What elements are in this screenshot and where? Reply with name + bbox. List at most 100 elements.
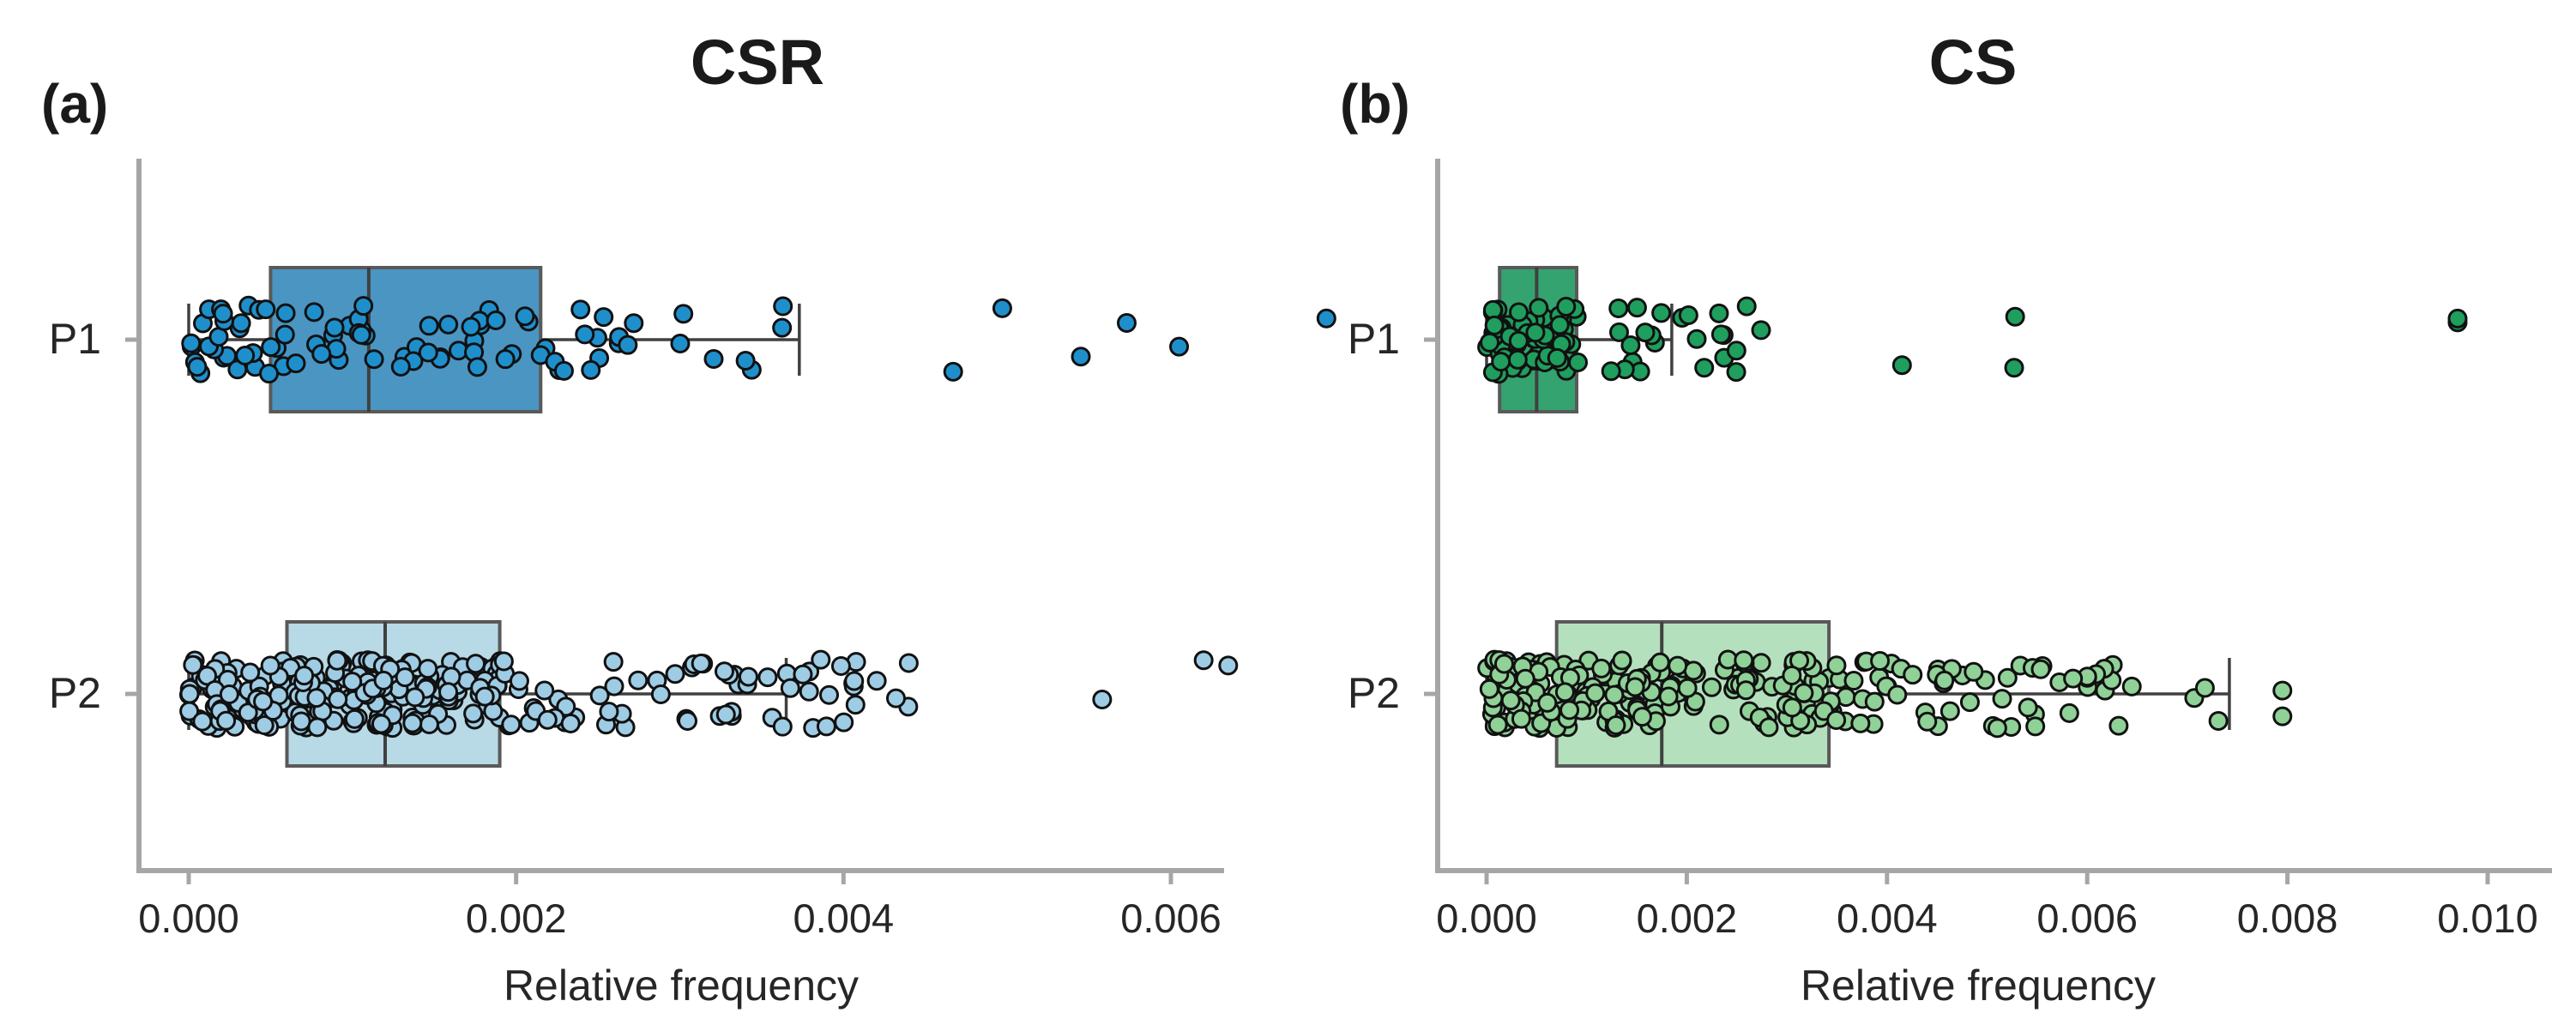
xtick-label-a-3: 0.006 — [1120, 895, 1222, 941]
data-point — [759, 669, 776, 686]
data-point — [276, 326, 293, 343]
data-point — [255, 693, 272, 710]
data-point — [468, 655, 485, 672]
data-point — [1735, 652, 1753, 669]
data-point — [261, 365, 278, 383]
xtick-label-b-4: 0.008 — [2237, 895, 2338, 941]
data-point — [1760, 719, 1777, 736]
data-point — [595, 309, 612, 326]
data-point — [1688, 330, 1705, 347]
data-point — [1527, 324, 1544, 341]
series-p2-b — [1479, 622, 2291, 766]
data-point — [1651, 654, 1668, 671]
data-point — [495, 653, 512, 670]
data-point — [900, 654, 917, 672]
data-point — [2210, 712, 2227, 729]
data-point — [1628, 299, 1645, 317]
data-point — [562, 714, 579, 732]
outlier-point — [1195, 652, 1212, 669]
data-point — [1622, 336, 1639, 353]
figure: (a) CSR P1 P2 0.000 0.002 0.004 0.006 Relat… — [0, 0, 2576, 1025]
data-point — [2196, 679, 2213, 696]
data-point — [1614, 652, 1631, 669]
data-point — [1608, 717, 1625, 734]
data-point — [1510, 332, 1527, 349]
data-point — [1602, 363, 1620, 380]
data-point — [536, 682, 553, 699]
data-point — [630, 672, 647, 689]
data-point — [1728, 364, 1745, 381]
data-point — [652, 685, 669, 702]
xtick-label-a-2: 0.004 — [793, 895, 895, 941]
data-point — [232, 315, 250, 332]
xtick-label-b-3: 0.006 — [2036, 895, 2138, 941]
data-point — [1502, 692, 1519, 709]
data-point — [1493, 353, 1510, 371]
outlier-point — [1118, 314, 1135, 331]
data-point — [1653, 304, 1670, 322]
data-point — [220, 686, 238, 703]
data-point — [375, 672, 392, 689]
data-point — [487, 312, 504, 329]
data-point — [847, 696, 864, 714]
data-point — [1728, 342, 1745, 359]
data-point — [497, 351, 514, 368]
data-point — [1587, 684, 1604, 702]
data-point — [1669, 657, 1686, 674]
data-point — [606, 678, 623, 695]
outlier-point — [1220, 657, 1237, 674]
data-point — [353, 326, 370, 343]
x-ticks-a: 0.000 0.002 0.004 0.006 — [138, 871, 1222, 941]
data-point — [194, 713, 211, 730]
data-point — [2123, 678, 2140, 695]
data-point — [1919, 713, 1936, 730]
data-point — [419, 344, 437, 361]
data-point — [257, 301, 274, 318]
data-point — [2110, 717, 2127, 734]
data-point — [1626, 678, 1644, 696]
data-point — [1633, 708, 1650, 726]
data-point — [600, 703, 618, 721]
data-point — [392, 359, 409, 376]
data-point — [572, 301, 589, 318]
data-point — [1965, 663, 1982, 680]
data-point — [1486, 317, 1503, 334]
data-point — [1489, 716, 1506, 733]
data-point — [181, 685, 198, 702]
data-point — [679, 712, 697, 729]
data-point — [218, 712, 235, 729]
data-point — [582, 361, 600, 378]
data-point — [1570, 353, 1587, 371]
data-point — [1783, 666, 1801, 684]
data-point — [2019, 699, 2036, 716]
data-point — [440, 316, 457, 333]
data-point — [346, 710, 363, 727]
data-point — [420, 716, 437, 733]
data-point — [1852, 714, 1869, 732]
data-point — [1539, 694, 1556, 711]
data-point — [1558, 298, 1575, 316]
data-point — [1637, 324, 1654, 341]
ytick-label-p2-b: P2 — [1348, 669, 1400, 717]
xtick-label-b-1: 0.002 — [1637, 895, 1738, 941]
data-point — [1783, 699, 1801, 716]
panel-title-b: CS — [1929, 27, 2018, 98]
data-point — [2027, 718, 2044, 735]
data-point — [667, 666, 684, 683]
data-point — [1866, 693, 1883, 710]
data-point — [440, 684, 457, 701]
data-point — [812, 651, 830, 668]
data-point — [1936, 672, 1953, 689]
data-point — [1703, 678, 1720, 696]
data-point — [329, 690, 347, 708]
xtick-label-b-5: 0.010 — [2437, 895, 2538, 941]
data-point — [887, 690, 904, 707]
data-point — [820, 686, 837, 703]
data-point — [794, 666, 811, 683]
panel-label-a: (a) — [41, 73, 108, 135]
data-point — [1994, 690, 2011, 708]
data-point — [739, 668, 757, 685]
panel-title-a: CSR — [691, 27, 824, 98]
data-point — [1738, 298, 1755, 315]
panel-label-b: (b) — [1340, 73, 1410, 135]
